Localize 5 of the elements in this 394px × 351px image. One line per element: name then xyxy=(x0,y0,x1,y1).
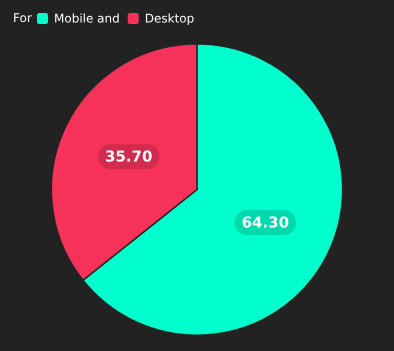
data-label: 64.30 xyxy=(242,213,290,232)
legend-title: For xyxy=(13,11,32,25)
data-label: 35.70 xyxy=(104,148,152,166)
legend-label: Desktop xyxy=(144,12,194,26)
legend-label: Mobile and xyxy=(54,12,120,26)
